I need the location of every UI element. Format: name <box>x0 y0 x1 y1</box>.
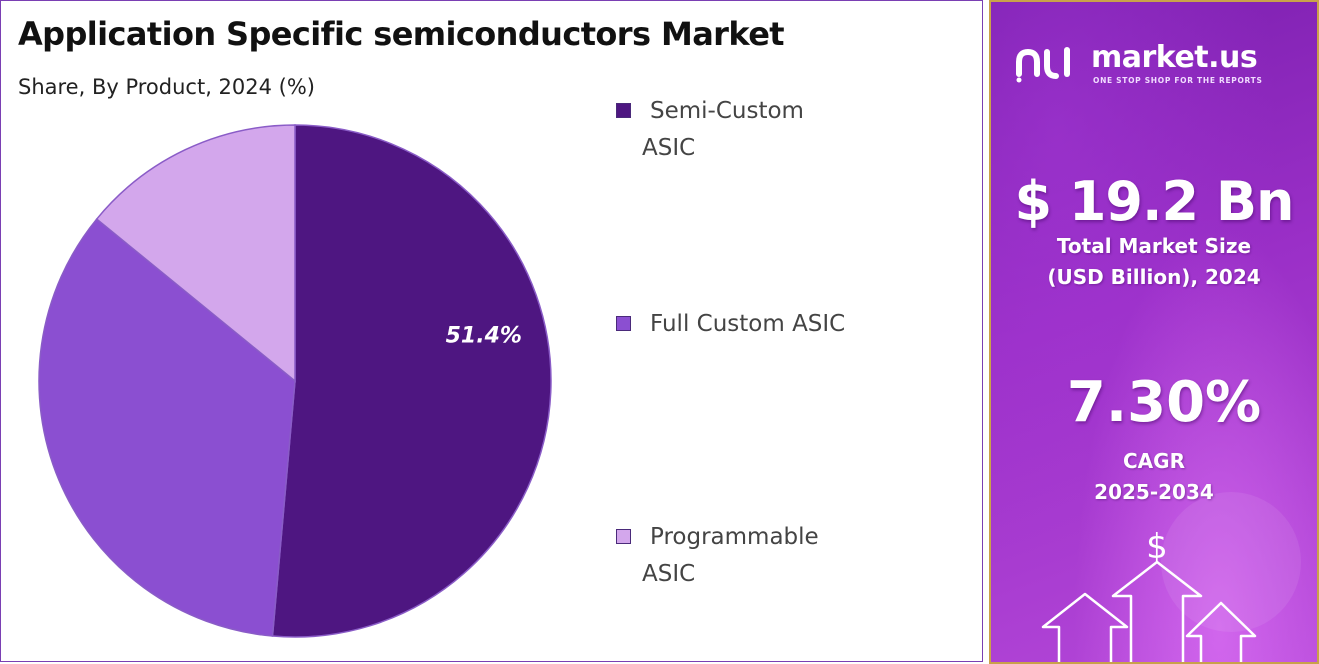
market-us-logo-icon <box>1016 47 1070 83</box>
legend-label-semi-custom-line2: ASIC <box>642 135 696 161</box>
cagr-period: 2025-2034 <box>1094 480 1214 504</box>
pie-data-label: 51.4% <box>446 323 522 348</box>
pie-chart: 51.4% <box>38 124 552 638</box>
arrow-up-icon <box>1185 601 1257 662</box>
brand-logo: market.us ONE STOP SHOP FOR THE REPORTS <box>1015 40 1295 88</box>
legend-label-semi-custom-line1: Semi-Custom <box>650 98 804 124</box>
legend-swatch-semi-custom <box>616 103 631 118</box>
chart-panel: Application Specific semiconductors Mark… <box>0 0 983 662</box>
market-size-label-line2: (USD Billion), 2024 <box>1047 265 1261 289</box>
arrow-up-icon <box>1111 560 1203 662</box>
legend-label-full-custom: Full Custom ASIC <box>650 311 846 337</box>
legend-item-programmable: Programmable ASIC <box>616 519 880 593</box>
market-size-value: $ 19.2 Bn <box>1014 170 1294 233</box>
legend-swatch-programmable <box>616 529 631 544</box>
pie-slice-semi-custom-asic <box>271 124 552 638</box>
arrow-up-icon <box>1041 592 1129 662</box>
pie-slice-programmable-asic <box>95 124 296 383</box>
legend-item-semi-custom: Semi-Custom ASIC <box>616 93 880 167</box>
chart-subtitle: Share, By Product, 2024 (%) <box>18 75 316 99</box>
dollar-sign-icon: $ <box>1146 527 1168 567</box>
market-size-label-line1: Total Market Size <box>1056 234 1252 258</box>
legend-swatch-full-custom <box>616 316 631 331</box>
brand-tagline: ONE STOP SHOP FOR THE REPORTS <box>1093 76 1263 85</box>
growth-arrows-illustration: $ <box>1041 492 1301 662</box>
brand-name: market.us <box>1091 40 1258 75</box>
cagr-value: 7.30% <box>1066 370 1262 435</box>
legend-label-programmable-line2: ASIC <box>642 561 696 587</box>
chart-title: Application Specific semiconductors Mark… <box>18 15 785 53</box>
cagr-label: CAGR <box>1123 449 1185 473</box>
pie-slice-full-custom-asic <box>38 218 296 637</box>
legend-label-programmable-line1: Programmable <box>650 524 819 550</box>
summary-panel: $ market.us ONE STOP SHOP FOR THE REPORT… <box>989 0 1319 664</box>
legend-item-full-custom: Full Custom ASIC <box>616 306 880 343</box>
